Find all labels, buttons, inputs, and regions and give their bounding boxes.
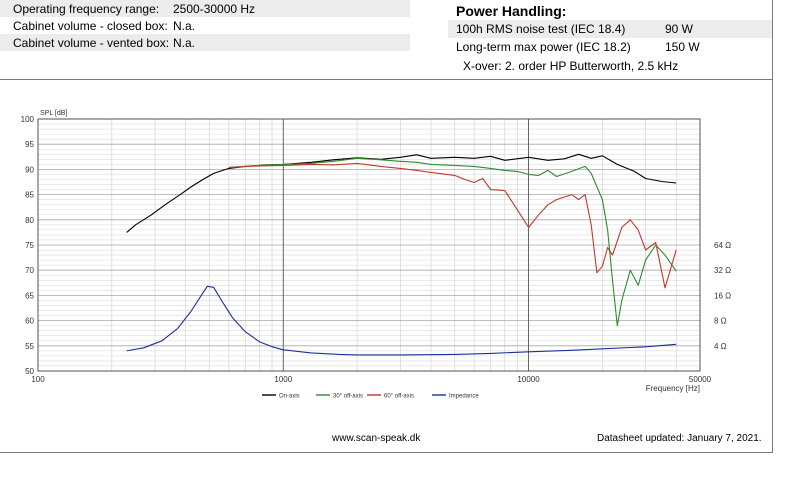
impedance-tick-label: 4 Ω bbox=[714, 342, 727, 351]
power-row: Long-term max power (IEC 18.2) 150 W bbox=[448, 38, 772, 56]
chart-legend: On-axis 30° off-axis 60° off-axis Impedance bbox=[262, 394, 479, 400]
y-tick-label: 85 bbox=[25, 191, 34, 200]
impedance-tick-label: 8 Ω bbox=[714, 317, 727, 326]
footer-date: Datasheet updated: January 7, 2021. bbox=[597, 433, 762, 444]
y-tick-label: 60 bbox=[25, 317, 34, 326]
spec-row: Operating frequency range: 2500-30000 Hz bbox=[0, 0, 410, 17]
x-tick-label: 50000 bbox=[689, 375, 712, 384]
y-tick-label: 50 bbox=[25, 367, 34, 376]
spec-label: Cabinet volume - vented box: bbox=[0, 34, 173, 51]
legend-label: 30° off-axis bbox=[333, 394, 363, 400]
power-handling-box: Power Handling: 100h RMS noise test (IEC… bbox=[448, 0, 772, 79]
spec-value: 2500-30000 Hz bbox=[173, 0, 410, 17]
power-row-value: 90 W bbox=[665, 22, 694, 36]
legend-label: 60° off-axis bbox=[384, 394, 414, 400]
y-tick-label: 65 bbox=[25, 291, 34, 300]
series-line bbox=[126, 153, 677, 233]
power-handling-title: Power Handling: bbox=[448, 0, 772, 20]
y-tick-label: 70 bbox=[25, 266, 34, 275]
power-row: 100h RMS noise test (IEC 18.4) 90 W bbox=[448, 20, 772, 38]
impedance-tick-label: 16 Ω bbox=[714, 291, 731, 300]
y-tick-label: 95 bbox=[25, 140, 34, 149]
series-line bbox=[228, 157, 677, 327]
page-right-rule bbox=[772, 0, 773, 453]
impedance-tick-label: 64 Ω bbox=[714, 241, 731, 250]
chart-axes: 50 55 60 65 70 75 80 85 90 95 100 100 1000 10000 50000… bbox=[21, 110, 731, 393]
impedance-tick-label: 32 Ω bbox=[714, 266, 731, 275]
y-tick-label: 75 bbox=[25, 241, 34, 250]
y-tick-label: 100 bbox=[21, 115, 35, 124]
page-bottom-rule bbox=[0, 452, 772, 453]
x-tick-label: 100 bbox=[31, 375, 45, 384]
series-line bbox=[228, 162, 677, 289]
footer-url: www.scan-speak.dk bbox=[332, 433, 421, 444]
spec-table: Operating frequency range: 2500-30000 Hz… bbox=[0, 0, 410, 51]
x-axis-title: Frequency [Hz] bbox=[646, 384, 700, 393]
y-tick-label: 80 bbox=[25, 216, 34, 225]
y-tick-label: 90 bbox=[25, 165, 34, 174]
spec-value: N.a. bbox=[173, 18, 196, 33]
plot-frame bbox=[37, 118, 701, 372]
chart-grid bbox=[37, 118, 701, 372]
spec-label: Cabinet volume - closed box: bbox=[13, 18, 168, 33]
y-axis-title: SPL [dB] bbox=[40, 110, 67, 117]
legend-label: On-axis bbox=[279, 394, 300, 400]
spec-row: Cabinet volume - closed box: N.a. bbox=[0, 17, 410, 34]
legend-label: Impedance bbox=[449, 394, 479, 400]
spec-value: N.a. bbox=[173, 34, 410, 51]
spec-row: Cabinet volume - vented box: N.a. bbox=[0, 34, 410, 51]
power-row-label: 100h RMS noise test (IEC 18.4) bbox=[456, 22, 626, 36]
spec-label: Operating frequency range: bbox=[0, 0, 173, 17]
xover-note: X-over: 2. order HP Butterworth, 2.5 kHz bbox=[463, 59, 679, 73]
x-tick-label: 1000 bbox=[274, 375, 292, 384]
header-divider bbox=[0, 79, 772, 80]
y-tick-label: 55 bbox=[25, 342, 34, 351]
power-row-label: Long-term max power (IEC 18.2) bbox=[456, 40, 631, 54]
power-row-value: 150 W bbox=[665, 40, 700, 54]
chart-series bbox=[126, 153, 677, 356]
x-tick-label: 10000 bbox=[517, 375, 540, 384]
series-line bbox=[126, 285, 677, 356]
